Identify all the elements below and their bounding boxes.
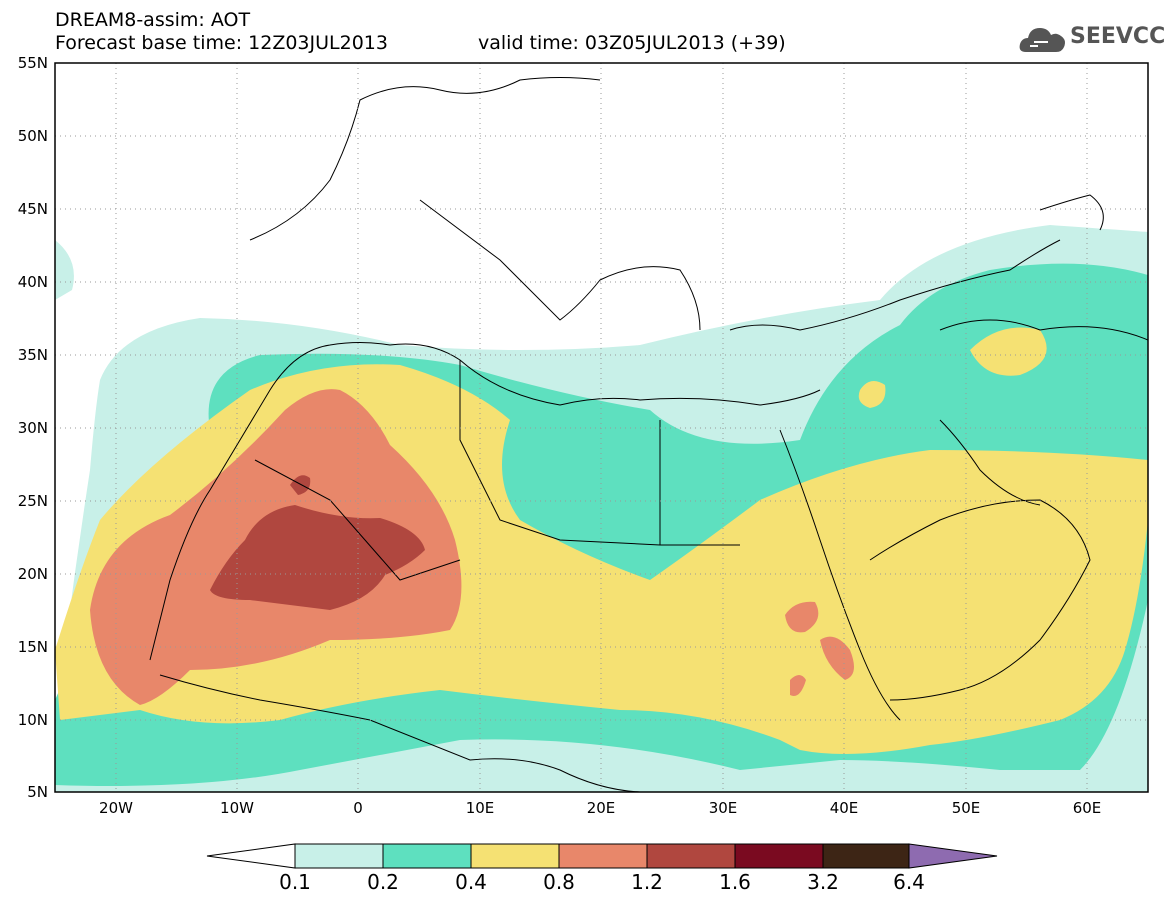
lat-label: 50N bbox=[17, 127, 48, 145]
colorbar-label: 1.6 bbox=[719, 870, 751, 894]
lat-label: 30N bbox=[17, 419, 48, 437]
lat-label: 15N bbox=[17, 638, 48, 656]
colorbar-swatch-0.1 bbox=[294, 843, 384, 869]
seevccc-logo: SEEVCCC bbox=[1018, 20, 1165, 60]
colorbar-swatch-1.6 bbox=[734, 843, 824, 869]
colorbar-label: 0.2 bbox=[367, 870, 399, 894]
colorbar-label: 1.2 bbox=[631, 870, 663, 894]
gridlines bbox=[55, 63, 1148, 792]
cloud-logo-icon bbox=[1019, 28, 1065, 52]
map-title: DREAM8-assim: AOT bbox=[55, 9, 251, 31]
lat-label: 55N bbox=[17, 54, 48, 72]
lat-label: 35N bbox=[17, 346, 48, 364]
lat-label: 5N bbox=[27, 783, 48, 801]
logo-text: SEEVCCC bbox=[1070, 24, 1165, 49]
aot-region-0.8 bbox=[90, 389, 854, 705]
lon-label: 40E bbox=[829, 799, 859, 817]
lon-label: 10W bbox=[220, 799, 254, 817]
colorbar-low-arrow bbox=[206, 843, 296, 869]
lat-label: 45N bbox=[17, 200, 48, 218]
coastlines bbox=[149, 77, 1148, 792]
lat-label: 25N bbox=[17, 492, 48, 510]
map-frame bbox=[54, 62, 1149, 793]
lat-label: 10N bbox=[17, 711, 48, 729]
colorbar-swatch-3.2 bbox=[822, 843, 910, 869]
colorbar-swatch-0.4 bbox=[470, 843, 560, 869]
lon-label: 0 bbox=[353, 799, 363, 817]
colorbar-label: 0.4 bbox=[455, 870, 487, 894]
colorbar-label: 3.2 bbox=[807, 870, 839, 894]
aot-region-1.6 bbox=[210, 475, 425, 610]
forecast-base-time: Forecast base time: 12Z03JUL2013 bbox=[55, 32, 388, 54]
colorbar-label: 6.4 bbox=[893, 870, 925, 894]
colorbar bbox=[206, 843, 998, 869]
lon-label: 10E bbox=[465, 799, 495, 817]
lon-label: 50E bbox=[951, 799, 981, 817]
colorbar-label: 0.8 bbox=[543, 870, 575, 894]
lon-label: 20W bbox=[99, 799, 133, 817]
colorbar-label: 0.1 bbox=[279, 870, 311, 894]
lon-label: 20E bbox=[586, 799, 616, 817]
colorbar-high-arrow bbox=[908, 843, 998, 869]
colorbar-swatch-0.2 bbox=[382, 843, 472, 869]
colorbar-swatch-1.2 bbox=[646, 843, 736, 869]
colorbar-swatch-0.8 bbox=[558, 843, 648, 869]
lat-label: 20N bbox=[17, 565, 48, 583]
lat-label: 40N bbox=[17, 273, 48, 291]
lon-label: 60E bbox=[1072, 799, 1102, 817]
lon-label: 30E bbox=[708, 799, 738, 817]
valid-time: valid time: 03Z05JUL2013 (+39) bbox=[478, 32, 786, 54]
